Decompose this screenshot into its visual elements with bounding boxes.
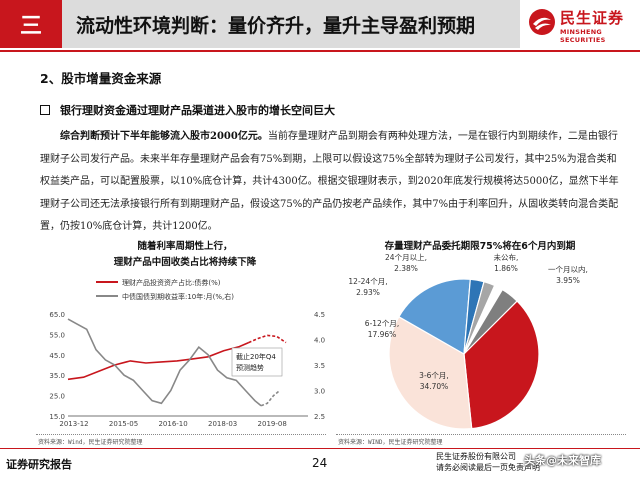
legend-label-yield: 中债国债到期收益率:10年:月(%,右)	[122, 292, 234, 301]
x-tick-label: 2019-08	[258, 420, 287, 428]
legend-label-bond: 理财产品投资资产占比:债券(%)	[122, 278, 221, 287]
pie-slice-6	[463, 280, 496, 355]
pie-label-name: 24个月以上,	[385, 253, 427, 262]
page-number: 24	[312, 456, 328, 470]
annotation-box	[231, 347, 283, 377]
series-line-2	[67, 318, 262, 407]
y-left-tick-label: 55.0	[49, 331, 65, 339]
chart-source-divider-left	[36, 434, 326, 435]
section-title: 2、股市增量资金来源	[40, 71, 162, 86]
line-chart-title-1: 随着利率周期性上行，	[137, 241, 233, 252]
y-left-tick-label: 25.0	[49, 393, 65, 401]
brand-logo: 民生证券 MINSHENG SECURITIES	[528, 6, 640, 46]
line-chart-title-2: 理财产品中固收类占比将持续下降	[113, 257, 257, 268]
pie-slice-4	[398, 278, 471, 355]
line-chart: 理财产品投资资产占比:债券(%) 中债国债到期收益率:10年:月(%,右) 65…	[49, 278, 325, 428]
paragraph-body: 当前存量理财产品到期会有两种处理方法，一是在银行内到期续作，二是由银行理财子公司…	[40, 131, 619, 232]
pie-label-name: 12-24个月,	[348, 277, 387, 286]
annotation-text: 预测趋势	[236, 363, 264, 372]
section-number: 三	[0, 0, 62, 48]
page-header: 三 流动性环境判断：量价齐升，量升主导盈利预期 民生证券 MINSHENG SE…	[0, 0, 640, 54]
series-line-0	[67, 341, 249, 381]
bullet-heading: 银行理财资金通过理财产品渠道进入股市的增长空间巨大	[40, 102, 335, 118]
watermark: 头条@未来智库	[524, 454, 601, 467]
pie-slice-2	[463, 300, 540, 430]
pie-label-name: 一个月以内,	[548, 264, 588, 274]
square-bullet-icon	[40, 105, 50, 115]
footer-notice: 请务必阅读最后一页免责声明	[436, 463, 540, 472]
pie-label-value: 34.70%	[420, 382, 449, 391]
y-right-tick-label: 2.5	[314, 413, 325, 421]
y-left-tick-label: 45.0	[49, 352, 65, 360]
pie-label-value: 2.93%	[356, 288, 380, 297]
y-right-tick-label: 4.0	[314, 337, 325, 345]
legend-item-yield: 中债国债到期收益率:10年:月(%,右)	[96, 292, 234, 301]
pie-label-value: 1.86%	[494, 264, 518, 273]
line-chart-source: 资料来源：Wind，民生证券研究院整理	[38, 439, 143, 446]
y-right-tick-label: 3.0	[314, 388, 325, 396]
footer-disclaimer: 民生证券股份有限公司 请务必阅读最后一页免责声明	[436, 451, 540, 473]
pie-chart: 24个月以上, 2.38% 未公布, 1.86% 一个月以内, 3.95% 12-24个月,…	[348, 252, 588, 430]
pie-label-value: 2.38%	[394, 264, 418, 273]
footer-divider	[0, 448, 640, 449]
pie-label-value: 17.96%	[368, 330, 397, 339]
y-right-tick-label: 3.5	[314, 362, 325, 370]
y-left-tick-label: 15.0	[49, 413, 65, 421]
series-line-1	[248, 334, 287, 344]
bullet-heading-text: 银行理财资金通过理财产品渠道进入股市的增长空间巨大	[60, 104, 335, 117]
x-tick-label: 2013-12	[59, 420, 88, 428]
footer-report-label: 证券研究报告	[6, 458, 72, 471]
logo-text-cn: 民生证券	[560, 9, 625, 27]
pie-label-value: 3.95%	[556, 276, 580, 285]
pie-slice-3	[388, 315, 473, 430]
page-title: 流动性环境判断：量价齐升，量升主导盈利预期	[62, 0, 520, 48]
pie-label-name: 未公布,	[494, 252, 519, 262]
logo-mark-icon	[529, 9, 555, 35]
logo-text-en: MINSHENG SECURITIES	[560, 28, 606, 44]
footer-company: 民生证券股份有限公司	[436, 452, 516, 461]
x-tick-label: 2015-05	[109, 420, 138, 428]
pie-label-name: 6-12个月,	[365, 319, 399, 328]
y-left-tick-label: 65.0	[49, 311, 65, 319]
paragraph-lead: 综合判断预计下半年能够流入股市2000亿元。	[60, 131, 268, 142]
legend-item-bond: 理财产品投资资产占比:债券(%)	[96, 278, 221, 287]
pie-chart-title: 存量理财产品委托期限75%将在6个月内到期	[384, 241, 576, 252]
chart-source-divider-right	[336, 434, 626, 435]
header-divider	[0, 50, 640, 52]
pie-label-name: 3-6个月,	[419, 371, 449, 380]
pie-chart-source: 资料来源：WIND，民生证券研究院整理	[338, 439, 443, 446]
x-tick-label: 2016-10	[158, 420, 187, 428]
y-right-tick-label: 4.5	[314, 311, 325, 319]
series-line-3	[260, 389, 281, 407]
body-paragraph: 综合判断预计下半年能够流入股市2000亿元。当前存量理财产品到期会有两种处理方法…	[40, 126, 622, 239]
y-left-tick-label: 35.0	[49, 372, 65, 380]
annotation-text: 截止20年Q4	[236, 352, 276, 361]
x-tick-label: 2018-03	[208, 420, 237, 428]
